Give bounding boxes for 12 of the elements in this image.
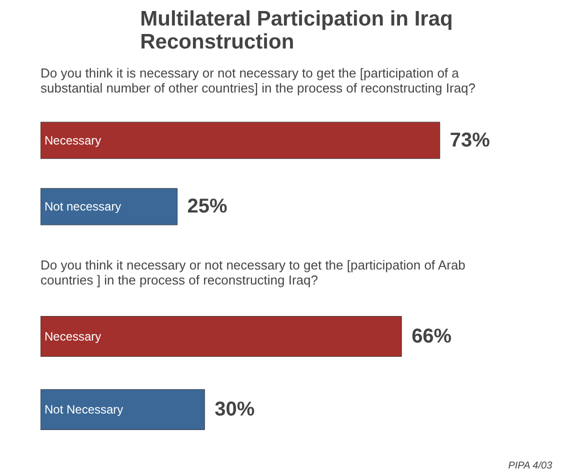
chart-title: Multilateral Participation in Iraq Reconstruction [140, 8, 453, 54]
data-label: 73% [450, 129, 490, 152]
data-label: 30% [214, 398, 255, 421]
text: PIPA 4/03 [508, 460, 553, 472]
y-tick-label: Necessary [44, 133, 102, 148]
chart-subtitle: Do you think it is necessary or not necessary to get the [participation of a substantial number of other countries] in the process of reconstructing Iraq? [40, 66, 476, 96]
data-label: 66% [412, 325, 452, 348]
chart-subtitle: Do you think it necessary or not necessary to get the [participation of Arab countries ] in the process of reconstructing Iraq? [40, 258, 466, 288]
y-tick-label: Not necessary [44, 200, 122, 214]
y-tick-label: Necessary [44, 329, 102, 344]
y-tick-label: Not Necessary [44, 402, 124, 417]
data-label: 25% [187, 196, 228, 218]
